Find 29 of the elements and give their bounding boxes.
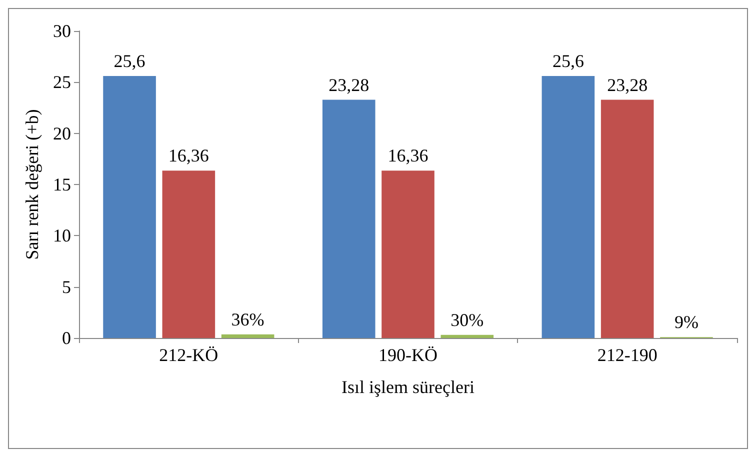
bar [221,334,274,338]
y-tick-label: 20 [53,123,71,144]
y-axis-title: Sarı renk değeri (+b) [22,109,42,260]
data-label: 36% [231,309,264,330]
y-tick-label: 10 [53,226,71,246]
data-label: 23,28 [607,74,648,95]
bar [440,334,494,338]
x-tick-label: 212-KÖ [159,345,218,365]
y-tick-label: 30 [53,21,71,41]
y-tick-label: 0 [62,328,71,348]
y-tick-label: 25 [53,72,71,92]
bar [162,170,216,338]
data-label: 23,28 [328,74,370,95]
x-axis-title: Isıl işlem süreçleri [342,377,474,397]
x-tick-label: 190-KÖ [378,345,438,365]
bar [103,76,156,338]
data-label: 16,36 [388,146,428,166]
data-label: 16,36 [168,146,209,166]
bar [322,100,376,338]
bar [382,170,434,338]
data-label: 30% [450,310,484,330]
y-tick-label: 5 [62,276,71,297]
bar [600,100,654,338]
data-label: 25,6 [114,51,146,72]
x-tick-label: 212-190 [597,345,658,365]
bar [542,76,595,338]
data-label: 9% [674,312,698,332]
y-tick-label: 15 [53,174,71,194]
data-label: 25,6 [552,51,584,72]
